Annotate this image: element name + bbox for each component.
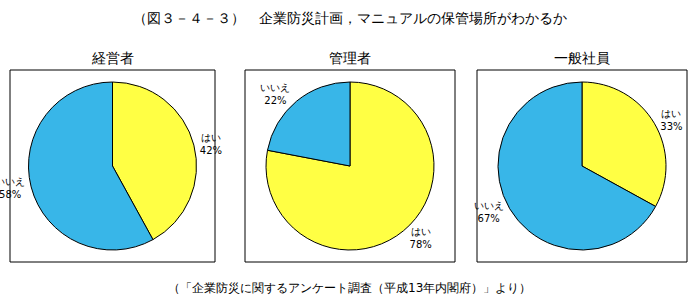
svg-text:いいえ58%: いいえ58% <box>0 176 25 200</box>
svg-text:はい33%: はい33% <box>660 108 682 132</box>
svg-text:経営者: 経営者 <box>91 50 134 66</box>
svg-text:（図３－４－３） 企業防災計画，マニュアルの保管場所がわかる: （図３－４－３） 企業防災計画，マニュアルの保管場所がわかるか <box>133 10 567 26</box>
svg-text:はい78%: はい78% <box>410 226 432 250</box>
svg-text:いいえ67%: いいえ67% <box>474 200 504 224</box>
svg-text:はい42%: はい42% <box>200 132 222 156</box>
svg-text:（「企業防災に関するアンケート調査（平成13年内閣府）」より: （「企業防災に関するアンケート調査（平成13年内閣府）」より） <box>168 281 531 295</box>
svg-text:管理者: 管理者 <box>329 50 371 66</box>
svg-text:一般社員: 一般社員 <box>554 50 610 66</box>
svg-text:いいえ22%: いいえ22% <box>260 82 290 106</box>
